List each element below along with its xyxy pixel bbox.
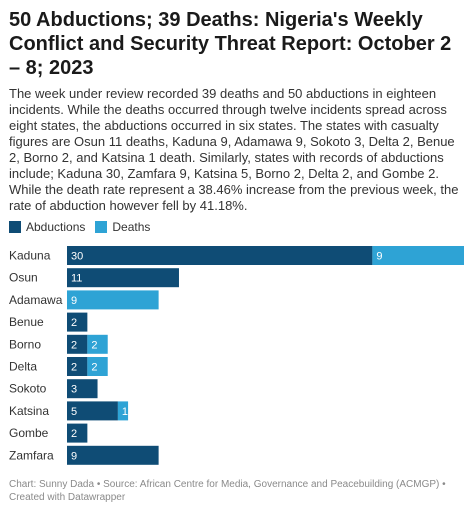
bar-katsina-abductions [67, 401, 118, 421]
bar-value-zamfara-abductions: 9 [71, 450, 77, 462]
bar-value-borno-abductions: 2 [71, 339, 77, 351]
category-label-katsina: Katsina [9, 404, 49, 418]
bar-value-katsina-abductions: 5 [71, 406, 77, 418]
category-label-gombe: Gombe [9, 426, 49, 440]
category-label-kaduna: Kaduna [9, 249, 51, 263]
legend: Abductions Deaths [9, 219, 160, 235]
legend-swatch-deaths [95, 221, 108, 233]
bar-value-katsina-deaths: 1 [122, 406, 128, 418]
legend-label-abductions: Abductions [26, 220, 86, 234]
bar-katsina-deaths [117, 401, 129, 421]
legend-label-deaths: Deaths [112, 220, 151, 234]
bar-kaduna-abductions [67, 246, 373, 265]
category-label-adamawa: Adamawa [9, 293, 63, 307]
bar-value-kaduna-abductions: 30 [71, 251, 83, 263]
category-label-delta: Delta [9, 360, 37, 374]
legend-swatch-abductions [9, 221, 21, 233]
category-label-zamfara: Zamfara [9, 448, 54, 462]
category-label-sokoto: Sokoto [9, 382, 47, 396]
legend-item-deaths: Deaths [95, 220, 150, 234]
bar-value-borno-deaths: 2 [91, 339, 97, 351]
bar-chart: Kaduna 30 9 Osun 11 Adamawa 9 Benue 2 Borno 2 2 Delt… [9, 246, 464, 465]
bar-borno-deaths [87, 334, 108, 354]
bar-zamfara-abductions [67, 445, 159, 465]
bar-value-gombe-abductions: 2 [71, 428, 77, 440]
chart-credit: Chart: Sunny Dada • Source: African Cent… [9, 479, 446, 503]
bar-osun-deaths [67, 268, 179, 288]
category-label-benue: Benue [9, 315, 44, 329]
bar-value-benue-deaths: 2 [71, 317, 77, 329]
chart-description: The week under review recorded 39 deaths… [9, 86, 459, 213]
chart-title: 50 Abductions; 39 Deaths: Nigeria's Week… [9, 9, 452, 79]
bar-value-kaduna-deaths: 9 [376, 251, 382, 263]
bar-value-osun-deaths: 11 [71, 273, 82, 285]
bar-delta-abductions [67, 357, 88, 376]
bar-value-delta-abductions: 2 [71, 362, 77, 374]
bar-kaduna-deaths [372, 246, 464, 265]
bar-delta-deaths [87, 357, 108, 376]
bar-adamawa-deaths [67, 290, 159, 310]
category-label-borno: Borno [9, 337, 41, 351]
bar-value-adamawa-deaths: 9 [71, 295, 77, 307]
category-label-osun: Osun [9, 271, 38, 285]
legend-item-abductions: Abductions [9, 220, 85, 234]
bar-gombe-abductions [67, 423, 88, 443]
bar-benue-deaths [67, 312, 88, 332]
bar-borno-abductions [67, 334, 88, 354]
bar-sokoto-deaths [67, 379, 98, 399]
bar-value-sokoto-deaths: 3 [71, 384, 77, 396]
bar-value-delta-deaths: 2 [91, 362, 97, 374]
